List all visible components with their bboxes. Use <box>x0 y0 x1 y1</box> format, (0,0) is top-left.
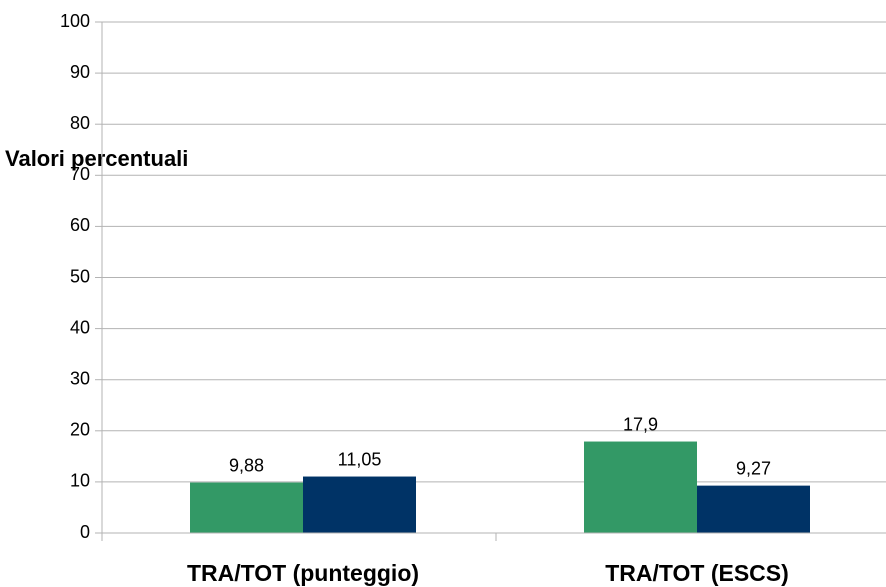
bar <box>584 441 697 533</box>
y-tick-label: 80 <box>70 113 90 133</box>
y-tick-label: 0 <box>80 522 90 542</box>
y-tick-label: 10 <box>70 471 90 491</box>
y-tick-label: 20 <box>70 420 90 440</box>
bar <box>190 482 303 533</box>
y-tick-label: 50 <box>70 266 90 286</box>
value-label: 9,27 <box>736 458 771 478</box>
y-tick-label: 40 <box>70 317 90 337</box>
x-tick-label: TRA/TOT (ESCS) <box>605 560 789 586</box>
y-tick-label: 70 <box>70 164 90 184</box>
y-axis-label: Valori percentuali <box>5 146 188 171</box>
y-tick-label: 60 <box>70 215 90 235</box>
y-tick-label: 100 <box>60 11 90 31</box>
value-label: 17,9 <box>623 414 658 434</box>
value-label: 9,88 <box>229 455 264 475</box>
bar <box>697 485 810 533</box>
value-label: 11,05 <box>338 449 382 469</box>
x-tick-label: TRA/TOT (punteggio) <box>187 560 419 586</box>
bar <box>303 476 416 533</box>
y-tick-label: 90 <box>70 62 90 82</box>
y-tick-label: 30 <box>70 368 90 388</box>
